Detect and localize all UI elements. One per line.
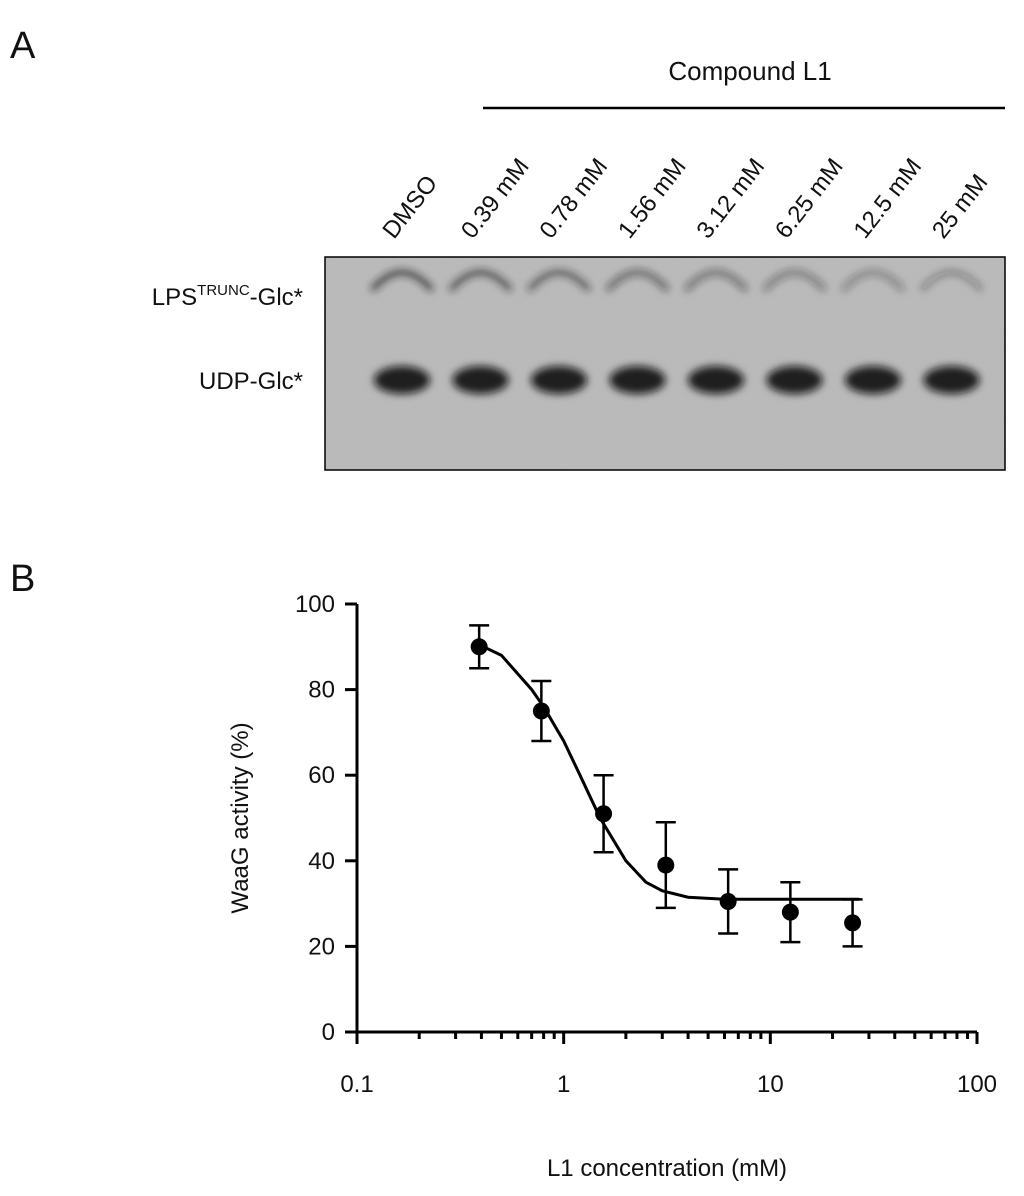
lane-label: 0.39 mM — [456, 153, 535, 243]
gel-band-upper — [684, 270, 748, 292]
gel-border — [324, 256, 1006, 471]
band-label: LPSTRUNC-Glc* — [152, 282, 303, 311]
gel-band-upper — [605, 270, 670, 292]
y-tick-label: 60 — [308, 762, 335, 789]
gel-band-lower — [452, 366, 509, 394]
y-tick-label: 40 — [308, 848, 335, 875]
x-tick-label: 100 — [957, 1071, 997, 1098]
panel-label: A — [10, 25, 36, 67]
lane-label: 25 mM — [927, 169, 993, 243]
data-point — [657, 856, 675, 874]
gel-band-upper — [370, 270, 434, 292]
data-point — [719, 892, 737, 910]
gel-band-upper — [448, 270, 513, 292]
lane-label: 12.5 mM — [848, 153, 927, 243]
gel-image — [324, 256, 1006, 471]
gel-band-upper — [762, 270, 827, 292]
lane-label: DMSO — [377, 170, 443, 243]
gel-band-lower — [609, 366, 666, 394]
gel-bands — [370, 270, 984, 394]
gel-band-lower — [923, 366, 980, 394]
gel-noise — [325, 257, 1005, 470]
data-point — [470, 638, 488, 656]
gel-band-lower — [688, 366, 744, 394]
data-point — [532, 702, 550, 720]
x-tick-label: 10 — [757, 1071, 784, 1098]
y-axis-label: WaaG activity (%) — [227, 722, 254, 913]
y-tick-label: 100 — [295, 591, 335, 618]
band-label: UDP-Glc* — [199, 368, 303, 395]
x-tick-label: 0.1 — [340, 1071, 373, 1098]
lane-label: 1.56 mM — [613, 153, 692, 243]
data-point — [844, 914, 862, 932]
gel-band-upper — [919, 270, 984, 292]
fit-curve — [478, 643, 860, 901]
lane-label: 3.12 mM — [691, 153, 770, 243]
y-tick-label: 80 — [308, 677, 335, 704]
gel-band-upper — [841, 270, 905, 292]
x-axis-label: L1 concentration (mM) — [547, 1155, 787, 1182]
lane-label: 6.25 mM — [770, 153, 849, 243]
gel-band-upper — [527, 270, 591, 292]
y-tick-label: 0 — [322, 1019, 335, 1046]
y-tick-label: 20 — [308, 933, 335, 960]
data-point — [781, 903, 799, 921]
gel-band-lower — [845, 366, 901, 394]
data-point — [595, 805, 613, 823]
lane-label: 0.78 mM — [534, 153, 613, 243]
gel-band-lower — [531, 366, 587, 394]
panel-label: B — [10, 558, 35, 600]
gel-band-lower — [766, 366, 823, 394]
group-label: Compound L1 — [668, 56, 831, 86]
x-tick-label: 1 — [557, 1071, 570, 1098]
gel-band-lower — [374, 366, 430, 394]
